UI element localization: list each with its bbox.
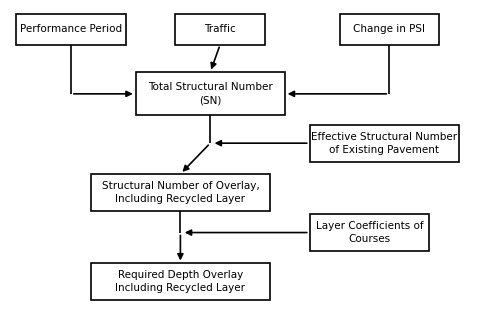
FancyBboxPatch shape xyxy=(340,14,439,44)
FancyBboxPatch shape xyxy=(310,214,429,251)
Text: Total Structural Number
(SN): Total Structural Number (SN) xyxy=(148,82,272,105)
Text: Performance Period: Performance Period xyxy=(20,24,122,34)
FancyBboxPatch shape xyxy=(91,174,270,211)
Text: Structural Number of Overlay,
Including Recycled Layer: Structural Number of Overlay, Including … xyxy=(102,181,260,204)
Text: Change in PSI: Change in PSI xyxy=(353,24,425,34)
Text: Traffic: Traffic xyxy=(204,24,236,34)
FancyBboxPatch shape xyxy=(310,125,459,162)
FancyBboxPatch shape xyxy=(16,14,126,44)
Text: Layer Coefficients of
Courses: Layer Coefficients of Courses xyxy=(316,221,423,244)
Text: Effective Structural Number
of Existing Pavement: Effective Structural Number of Existing … xyxy=(311,132,458,155)
FancyBboxPatch shape xyxy=(91,263,270,300)
Text: Required Depth Overlay
Including Recycled Layer: Required Depth Overlay Including Recycle… xyxy=(116,270,246,294)
FancyBboxPatch shape xyxy=(176,14,265,44)
FancyBboxPatch shape xyxy=(136,72,285,115)
